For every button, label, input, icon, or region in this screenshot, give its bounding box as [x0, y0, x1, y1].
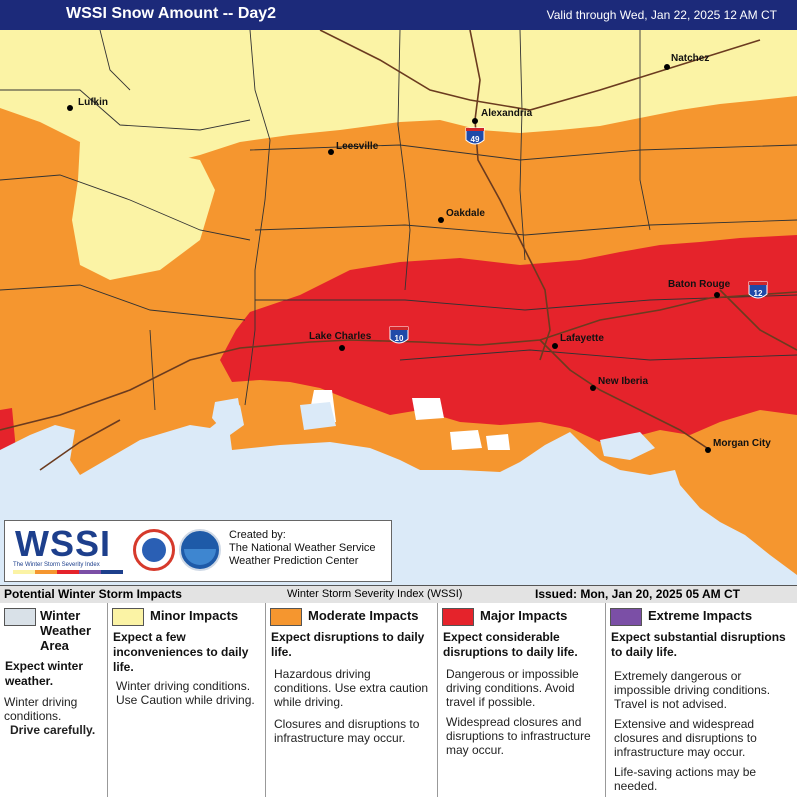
moderate-item-1: Hazardous driving conditions. Use extra …	[274, 667, 429, 709]
minor-item-1: Winter driving conditions. Use Caution w…	[116, 679, 255, 707]
minor-swatch	[112, 608, 144, 626]
city-label-lufkin: Lufkin	[78, 97, 108, 108]
major-item-1: Dangerous or impossible driving conditio…	[446, 667, 579, 709]
extreme-item-3: Life-saving actions may be needed.	[614, 765, 757, 793]
impact-map: Lufkin Alexandria Natchez Leesville Oakd…	[0, 30, 797, 585]
title-bar: WSSI Snow Amount -- Day2 Valid through W…	[0, 0, 797, 30]
minor-name: Minor Impacts	[150, 608, 239, 623]
created-line-3: Weather Prediction Center	[229, 555, 359, 567]
moderate-name: Moderate Impacts	[308, 608, 419, 623]
valid-time: Valid through Wed, Jan 22, 2025 12 AM CT	[546, 8, 777, 22]
interstate-shield-49: 49	[465, 127, 485, 145]
shield-49-label: 49	[471, 135, 480, 144]
legend-header: Potential Winter Storm Impacts Winter St…	[0, 585, 797, 603]
city-label-new-iberia: New Iberia	[598, 376, 648, 387]
clear-patch	[412, 398, 444, 420]
city-dot-lafayette	[552, 343, 558, 349]
city-dot-morgan-city	[705, 447, 711, 453]
extreme-name: Extreme Impacts	[648, 608, 753, 623]
city-dot-alexandria	[472, 118, 478, 124]
noaa-logo-icon	[179, 529, 221, 571]
winter-area-swatch	[4, 608, 36, 626]
city-label-leesville: Leesville	[336, 141, 379, 152]
extreme-swatch	[610, 608, 642, 626]
city-dot-new-iberia	[590, 385, 596, 391]
extreme-item-1: Extremely dangerous or impossible drivin…	[614, 669, 771, 711]
interstate-shield-10: 10	[389, 326, 409, 344]
grand-lake	[300, 402, 336, 430]
moderate-swatch	[270, 608, 302, 626]
minor-description: Expect a few inconveniences to daily lif…	[113, 630, 249, 674]
winter-area-item-1: Winter driving conditions.	[4, 695, 78, 723]
city-label-oakdale: Oakdale	[446, 208, 485, 219]
clear-patch	[486, 434, 510, 450]
major-name: Major Impacts	[480, 608, 568, 623]
legend-col-major: Major Impacts Expect considerable disrup…	[438, 603, 606, 797]
city-dot-oakdale	[438, 217, 444, 223]
city-label-alexandria: Alexandria	[481, 108, 533, 119]
legend-title: Potential Winter Storm Impacts	[4, 587, 182, 601]
created-line-1: Created by:	[229, 529, 286, 541]
interstate-shield-12: 12	[748, 281, 768, 299]
major-description: Expect considerable disruptions to daily…	[443, 630, 578, 659]
wssi-color-bars	[13, 570, 123, 574]
shield-10-label: 10	[395, 334, 404, 343]
city-dot-lake-charles	[339, 345, 345, 351]
legend-col-moderate: Moderate Impacts Expect disruptions to d…	[266, 603, 438, 797]
city-dot-natchez	[664, 64, 670, 70]
winter-area-description: Expect winter weather.	[5, 659, 84, 688]
city-label-natchez: Natchez	[671, 53, 709, 64]
logo-box: WSSI The Winter Storm Severity Index Cre…	[4, 520, 392, 582]
city-dot-lufkin	[67, 105, 73, 111]
calcasieu-lake	[212, 398, 242, 430]
boundaries	[0, 30, 797, 411]
moderate-item-2: Closures and disruptions to infrastructu…	[274, 717, 420, 745]
major-impact-area	[220, 235, 797, 442]
city-dot-leesville	[328, 149, 334, 155]
legend-col-minor: Minor Impacts Expect a few inconvenience…	[108, 603, 266, 797]
city-label-baton-rouge: Baton Rouge	[668, 279, 731, 290]
index-name: Winter Storm Severity Index (WSSI)	[287, 588, 463, 600]
minor-impact-pocket	[72, 142, 215, 280]
city-label-lake-charles: Lake Charles	[309, 331, 372, 342]
created-by: Created by: The National Weather Service…	[229, 529, 376, 568]
moderate-description: Expect disruptions to daily life.	[271, 630, 425, 659]
wssi-subtitle: The Winter Storm Severity Index	[13, 562, 100, 568]
city-dot-baton-rouge	[714, 292, 720, 298]
legend-col-winter-weather-area: Winter Weather Area Expect winter weathe…	[0, 603, 108, 797]
legend-col-extreme: Extreme Impacts Expect substantial disru…	[606, 603, 797, 797]
city-label-morgan-city: Morgan City	[713, 438, 771, 449]
winter-area-item-2: Drive carefully.	[10, 723, 96, 737]
bay-east	[600, 432, 655, 460]
created-line-2: The National Weather Service	[229, 542, 376, 554]
major-swatch	[442, 608, 474, 626]
extreme-description: Expect substantial disruptions to daily …	[611, 630, 786, 659]
clear-patch	[450, 430, 482, 450]
major-item-2: Widespread closures and disruptions to i…	[446, 715, 591, 757]
city-label-lafayette: Lafayette	[560, 333, 604, 344]
nws-logo-icon	[133, 529, 175, 571]
wssi-logo: WSSI	[15, 523, 112, 564]
map-title: WSSI Snow Amount -- Day2	[66, 5, 277, 22]
legend: Winter Weather Area Expect winter weathe…	[0, 603, 797, 797]
shield-12-label: 12	[754, 289, 763, 298]
winter-area-name: Winter Weather Area	[40, 608, 92, 653]
extreme-item-2: Extensive and widespread closures and di…	[614, 717, 757, 759]
issued-time: Issued: Mon, Jan 20, 2025 05 AM CT	[535, 587, 740, 601]
